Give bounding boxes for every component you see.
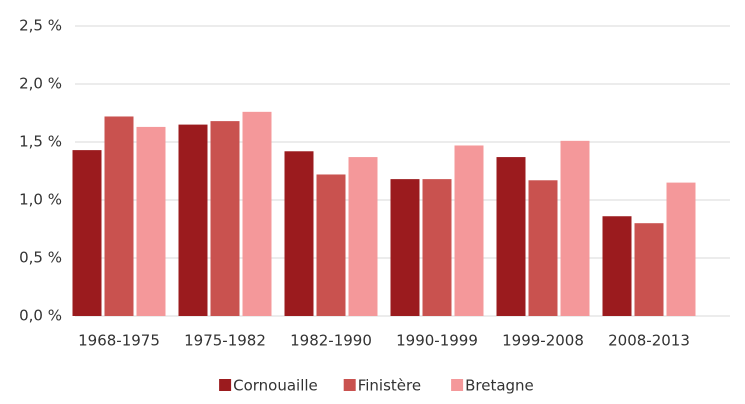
bar: [284, 151, 314, 316]
y-tick-label: 0,5 %: [19, 249, 62, 267]
bar: [72, 150, 102, 316]
y-tick-label: 2,5 %: [19, 17, 62, 35]
x-tick-label: 1982-1990: [290, 332, 372, 350]
bar: [104, 116, 134, 316]
legend-swatch: [219, 379, 232, 391]
legend-swatch: [343, 379, 356, 391]
x-tick-label: 1975-1982: [184, 332, 266, 350]
bar: [454, 145, 484, 316]
legend-label: Cornouaille: [233, 377, 318, 395]
bar: [634, 223, 664, 316]
legend-swatch: [451, 379, 464, 391]
bar: [560, 140, 590, 316]
bar: [242, 111, 272, 316]
bar: [348, 157, 378, 316]
x-tick-label: 1968-1975: [78, 332, 160, 350]
y-tick-label: 1,0 %: [19, 191, 62, 209]
y-tick-label: 0,0 %: [19, 307, 62, 325]
bar: [602, 216, 632, 316]
y-tick-label: 2,0 %: [19, 75, 62, 93]
bar: [210, 121, 240, 317]
bar: [528, 180, 558, 316]
x-tick-label: 2008-2013: [608, 332, 690, 350]
bar: [422, 179, 452, 316]
bar: [666, 182, 696, 316]
x-tick-label: 1990-1999: [396, 332, 478, 350]
legend-label: Bretagne: [465, 377, 534, 395]
bar: [316, 174, 346, 316]
legend-label: Finistère: [358, 377, 421, 395]
bar: [136, 126, 166, 316]
y-tick-label: 1,5 %: [19, 133, 62, 151]
x-tick-label: 1999-2008: [502, 332, 584, 350]
bar: [178, 124, 208, 316]
bar: [496, 157, 526, 316]
bar: [390, 179, 420, 316]
